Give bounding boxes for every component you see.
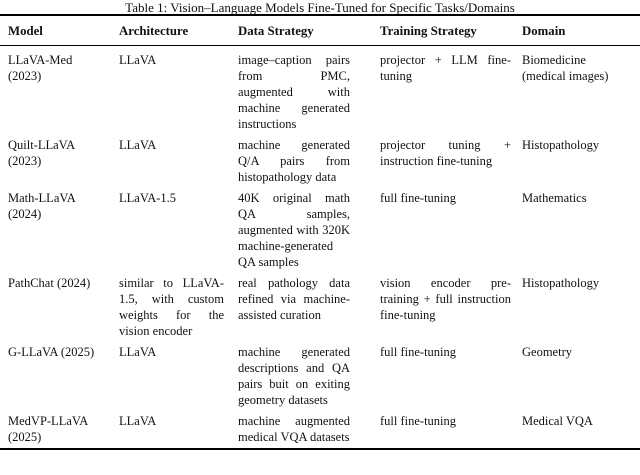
column-header-architecture: Architecture xyxy=(119,15,238,46)
table-row: Quilt-LLaVA (2023) LLaVA machine generat… xyxy=(0,135,640,188)
cell-model: Quilt-LLaVA (2023) xyxy=(8,138,75,168)
column-header-training-strategy: Training Strategy xyxy=(380,15,522,46)
cell-domain: Biomedicine (medical images) xyxy=(522,53,609,83)
column-header-data-strategy: Data Strategy xyxy=(238,15,380,46)
cell-architecture: LLaVA xyxy=(119,53,157,67)
cell-training-strategy: projector tuning + instruction fine-tuni… xyxy=(380,138,511,168)
cell-training-strategy: full fine-tuning xyxy=(380,191,457,205)
table-row: G-LLaVA (2025) LLaVA machine generated d… xyxy=(0,342,640,411)
cell-model: Math-LLaVA (2024) xyxy=(8,191,76,221)
cell-architecture: LLaVA xyxy=(119,414,157,428)
cell-domain: Histopathology xyxy=(522,276,600,290)
cell-architecture: LLaVA-1.5 xyxy=(119,191,177,205)
cell-training-strategy: full fine-tuning xyxy=(380,345,457,359)
column-header-model: Model xyxy=(0,15,119,46)
table-row: MedVP-LLaVA (2025) LLaVA machine augment… xyxy=(0,411,640,449)
cell-data-strategy: machine generated Q/A pairs from histopa… xyxy=(238,138,350,184)
table-caption: Table 1: Vision–Language Models Fine-Tun… xyxy=(125,0,515,15)
table-row: Math-LLaVA (2024) LLaVA-1.5 40K original… xyxy=(0,188,640,273)
cell-training-strategy: projector + LLM fine-tuning xyxy=(380,53,511,83)
cell-data-strategy: real pathology data refined via machine-… xyxy=(238,276,350,322)
cell-domain: Mathematics xyxy=(522,191,587,205)
cell-domain: Histopathology xyxy=(522,138,600,152)
table-row: LLaVA-Med (2023) LLaVA image–caption pai… xyxy=(0,46,640,136)
cell-training-strategy: full fine-tuning xyxy=(380,414,457,428)
cell-training-strategy: vision encoder pre-training + full instr… xyxy=(380,276,511,322)
cell-data-strategy: machine generated descriptions and QA pa… xyxy=(238,345,350,407)
cell-model: PathChat (2024) xyxy=(8,276,91,290)
cell-domain: Medical VQA xyxy=(522,414,593,428)
table-header-row: Model Architecture Data Strategy Trainin… xyxy=(0,15,640,46)
cell-data-strategy: image–caption pairs from PMC, augmented … xyxy=(238,53,350,131)
table-body: LLaVA-Med (2023) LLaVA image–caption pai… xyxy=(0,46,640,450)
column-header-domain: Domain xyxy=(522,15,640,46)
cell-model: LLaVA-Med (2023) xyxy=(8,53,73,83)
cell-architecture: similar to LLaVA-1.5, with custom weight… xyxy=(119,276,224,338)
cell-architecture: LLaVA xyxy=(119,345,157,359)
cell-model: MedVP-LLaVA (2025) xyxy=(8,414,88,444)
cell-domain: Geometry xyxy=(522,345,572,359)
cell-data-strategy: machine augmented medical VQA datasets xyxy=(238,414,350,444)
cell-data-strategy: 40K original math QA samples, augmented … xyxy=(238,191,350,269)
cell-architecture: LLaVA xyxy=(119,138,157,152)
table-row: PathChat (2024) similar to LLaVA-1.5, wi… xyxy=(0,273,640,342)
cell-model: G-LLaVA (2025) xyxy=(8,345,95,359)
vlm-models-table: Model Architecture Data Strategy Trainin… xyxy=(0,14,640,450)
